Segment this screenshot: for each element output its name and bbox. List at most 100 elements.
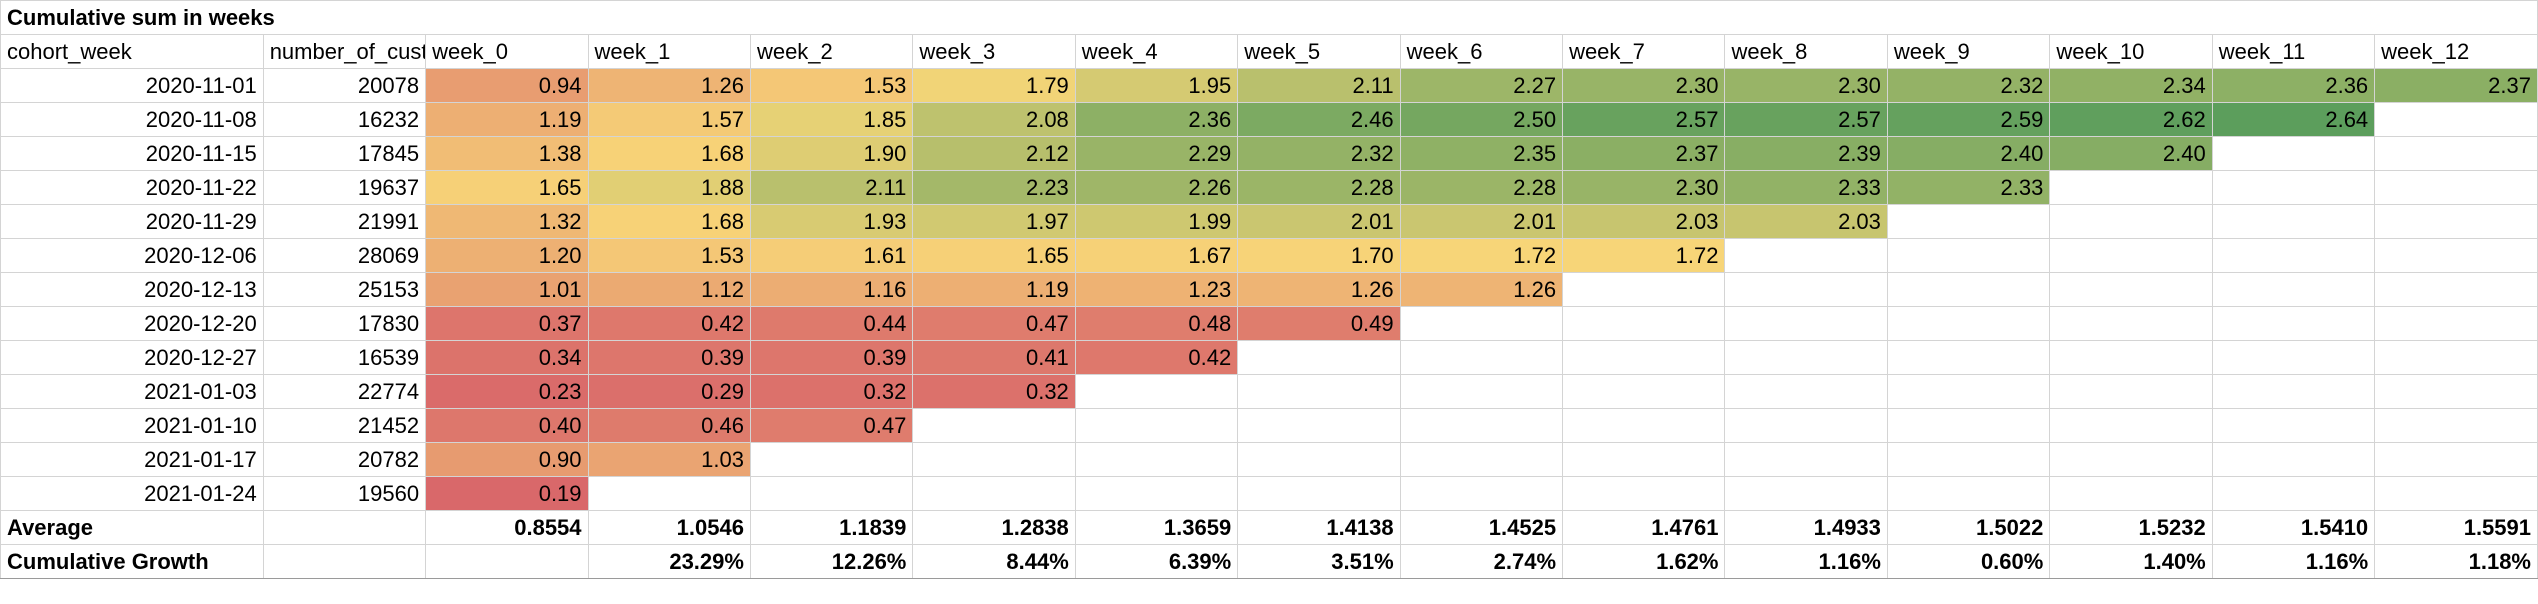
value-cell[interactable]: 1.12 xyxy=(587,272,751,307)
value-cell[interactable]: 0.23 xyxy=(425,374,589,409)
empty-cell[interactable] xyxy=(2374,102,2538,137)
value-cell[interactable]: 2.62 xyxy=(2049,102,2213,137)
value-cell[interactable]: 0.42 xyxy=(587,306,751,341)
customer-count-cell[interactable]: 22774 xyxy=(262,374,427,409)
header-week-11[interactable]: week_11 xyxy=(2211,34,2376,69)
value-cell[interactable]: 2.28 xyxy=(1237,170,1401,205)
value-cell[interactable]: 1.19 xyxy=(425,102,589,137)
cohort-week-cell[interactable]: 2020-12-20 xyxy=(0,306,264,341)
empty-cell[interactable] xyxy=(1074,442,1239,477)
growth-value-cell[interactable]: 12.26% xyxy=(749,544,914,579)
value-cell[interactable]: 1.57 xyxy=(587,102,751,137)
value-cell[interactable]: 2.36 xyxy=(1074,102,1239,137)
value-cell[interactable]: 2.32 xyxy=(1237,136,1401,171)
value-cell[interactable]: 1.70 xyxy=(1237,238,1401,273)
value-cell[interactable]: 0.39 xyxy=(587,340,751,375)
value-cell[interactable]: 1.90 xyxy=(749,136,914,171)
value-cell[interactable]: 2.64 xyxy=(2211,102,2376,137)
growth-value-cell[interactable] xyxy=(425,544,589,579)
empty-cell[interactable] xyxy=(2211,136,2376,171)
growth-value-cell[interactable]: 8.44% xyxy=(912,544,1076,579)
header-week-1[interactable]: week_1 xyxy=(587,34,751,69)
value-cell[interactable]: 0.34 xyxy=(425,340,589,375)
growth-value-cell[interactable]: 23.29% xyxy=(587,544,751,579)
empty-cell[interactable] xyxy=(2049,170,2213,205)
header-week-9[interactable]: week_9 xyxy=(1886,34,2051,69)
empty-cell[interactable] xyxy=(1886,272,2051,307)
empty-cell[interactable] xyxy=(1237,442,1401,477)
empty-cell[interactable] xyxy=(1399,374,1564,409)
value-cell[interactable]: 1.93 xyxy=(749,204,914,239)
value-cell[interactable]: 2.29 xyxy=(1074,136,1239,171)
value-cell[interactable]: 1.01 xyxy=(425,272,589,307)
cohort-week-cell[interactable]: 2020-11-15 xyxy=(0,136,264,171)
header-week-3[interactable]: week_3 xyxy=(912,34,1076,69)
empty-cell[interactable] xyxy=(2049,306,2213,341)
value-cell[interactable]: 1.03 xyxy=(587,442,751,477)
empty-cell[interactable] xyxy=(1074,408,1239,443)
empty-cell[interactable] xyxy=(2049,408,2213,443)
empty-cell[interactable] xyxy=(2374,408,2538,443)
average-value-cell[interactable]: 1.2838 xyxy=(912,510,1076,545)
customer-count-cell[interactable]: 19560 xyxy=(262,476,427,511)
customer-count-cell[interactable]: 17845 xyxy=(262,136,427,171)
value-cell[interactable]: 1.65 xyxy=(912,238,1076,273)
value-cell[interactable]: 1.38 xyxy=(425,136,589,171)
cohort-week-cell[interactable]: 2021-01-03 xyxy=(0,374,264,409)
header-week-10[interactable]: week_10 xyxy=(2049,34,2213,69)
cohort-week-cell[interactable]: 2020-12-06 xyxy=(0,238,264,273)
value-cell[interactable]: 2.27 xyxy=(1399,68,1564,103)
cohort-week-cell[interactable]: 2020-11-22 xyxy=(0,170,264,205)
header-week-6[interactable]: week_6 xyxy=(1399,34,1564,69)
empty-cell[interactable] xyxy=(912,408,1076,443)
customer-count-cell[interactable]: 21991 xyxy=(262,204,427,239)
average-label[interactable]: Average xyxy=(0,510,264,545)
value-cell[interactable]: 0.32 xyxy=(912,374,1076,409)
value-cell[interactable]: 2.39 xyxy=(1724,136,1888,171)
customer-count-cell[interactable]: 21452 xyxy=(262,408,427,443)
customer-count-cell[interactable]: 20782 xyxy=(262,442,427,477)
value-cell[interactable]: 1.23 xyxy=(1074,272,1239,307)
cohort-week-cell[interactable]: 2020-11-01 xyxy=(0,68,264,103)
empty-cell[interactable] xyxy=(2049,374,2213,409)
empty-cell[interactable] xyxy=(1724,238,1888,273)
value-cell[interactable]: 1.72 xyxy=(1562,238,1726,273)
value-cell[interactable]: 0.42 xyxy=(1074,340,1239,375)
empty-cell[interactable] xyxy=(1399,476,1564,511)
header-cohort-week[interactable]: cohort_week xyxy=(0,34,264,69)
value-cell[interactable]: 0.46 xyxy=(587,408,751,443)
empty-cell[interactable] xyxy=(1399,408,1564,443)
empty-cell[interactable] xyxy=(2211,374,2376,409)
empty-cell[interactable] xyxy=(2049,442,2213,477)
value-cell[interactable]: 1.61 xyxy=(749,238,914,273)
empty-cell[interactable] xyxy=(1724,374,1888,409)
empty-cell[interactable] xyxy=(1562,476,1726,511)
empty-cell[interactable] xyxy=(2211,442,2376,477)
empty-cell[interactable] xyxy=(2374,204,2538,239)
empty-cell[interactable] xyxy=(1724,340,1888,375)
empty-cell[interactable] xyxy=(1399,442,1564,477)
value-cell[interactable]: 0.47 xyxy=(749,408,914,443)
empty-cell[interactable] xyxy=(2211,238,2376,273)
value-cell[interactable]: 2.08 xyxy=(912,102,1076,137)
empty-cell[interactable] xyxy=(1886,306,2051,341)
header-week-2[interactable]: week_2 xyxy=(749,34,914,69)
empty-cell[interactable] xyxy=(2211,204,2376,239)
value-cell[interactable]: 1.16 xyxy=(749,272,914,307)
empty-cell[interactable] xyxy=(2211,272,2376,307)
empty-cell[interactable] xyxy=(262,510,427,545)
empty-cell[interactable] xyxy=(2211,340,2376,375)
empty-cell[interactable] xyxy=(587,476,751,511)
header-week-0[interactable]: week_0 xyxy=(425,34,589,69)
header-week-12[interactable]: week_12 xyxy=(2374,34,2538,69)
empty-cell[interactable] xyxy=(1399,340,1564,375)
empty-cell[interactable] xyxy=(1886,204,2051,239)
empty-cell[interactable] xyxy=(1562,272,1726,307)
cohort-week-cell[interactable]: 2021-01-17 xyxy=(0,442,264,477)
empty-cell[interactable] xyxy=(2211,408,2376,443)
value-cell[interactable]: 2.34 xyxy=(2049,68,2213,103)
average-value-cell[interactable]: 1.5232 xyxy=(2049,510,2213,545)
value-cell[interactable]: 1.67 xyxy=(1074,238,1239,273)
value-cell[interactable]: 1.65 xyxy=(425,170,589,205)
growth-value-cell[interactable]: 3.51% xyxy=(1237,544,1401,579)
